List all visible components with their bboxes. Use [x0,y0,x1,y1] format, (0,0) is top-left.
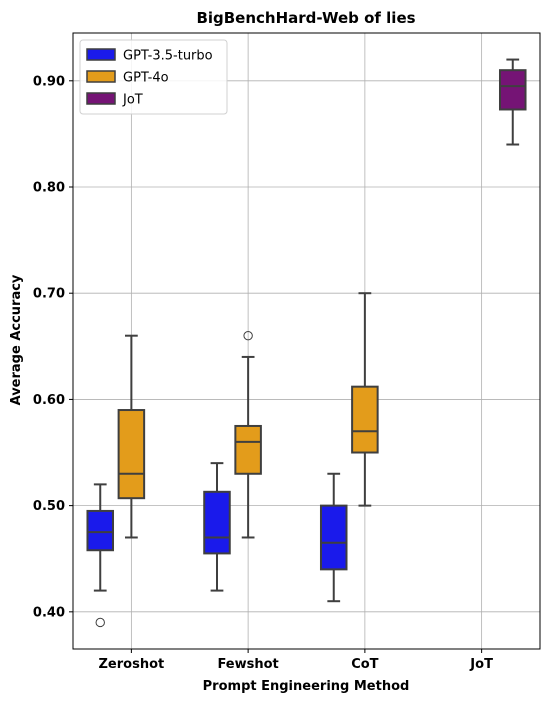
y-axis-label: Average Accuracy [9,274,24,405]
box-gpt-3-5-turbo-zeroshot [86,483,115,628]
outlier-point [95,617,105,628]
iqr-box [203,490,231,555]
x-tick-label: Zeroshot [99,657,165,672]
x-tick-label: Fewshot [217,657,278,672]
y-tick-label: 0.40 [33,605,65,620]
grid-lines [73,33,540,649]
legend: GPT-3.5-turbo GPT-4o JoT [79,39,228,115]
chart-title: BigBenchHard-Web of lies [196,9,415,27]
outlier-point [243,330,253,341]
box-jot-jot [498,58,527,146]
legend-swatch [86,70,116,83]
iqr-box [86,509,115,552]
legend-box [79,39,228,115]
box-gpt-3-5-turbo-fewshot [203,462,231,592]
boxes [86,58,527,628]
box-gpt-3-5-turbo-cot [319,472,348,603]
legend-label: JoT [122,93,143,108]
x-axis-label: Prompt Engineering Method [203,679,410,694]
y-tick-label: 0.70 [33,287,65,302]
y-tick-label: 0.90 [33,74,65,89]
iqr-box [319,504,348,571]
plot-frame [72,32,541,650]
legend-label: GPT-3.5-turbo [123,49,213,64]
iqr-box [498,69,527,111]
x-tick-label: CoT [351,657,378,672]
box-gpt-4o-zeroshot [117,334,146,539]
iqr-box [351,385,379,454]
x-tick-label: JoT [469,657,493,672]
iqr-box [117,409,146,500]
legend-swatch [86,48,116,61]
iqr-box [234,424,262,475]
box-gpt-4o-cot [351,292,379,507]
legend-label: GPT-4o [123,71,169,86]
box-gpt-4o-fewshot [234,330,262,539]
y-tick-label: 0.50 [33,499,65,514]
legend-swatch [86,92,116,105]
y-tick-label: 0.80 [33,181,65,196]
y-tick-label: 0.60 [33,393,65,408]
ticks: 0.40 0.50 0.60 0.70 0.80 0.90 Zeroshot Fewshot C… [33,74,493,672]
